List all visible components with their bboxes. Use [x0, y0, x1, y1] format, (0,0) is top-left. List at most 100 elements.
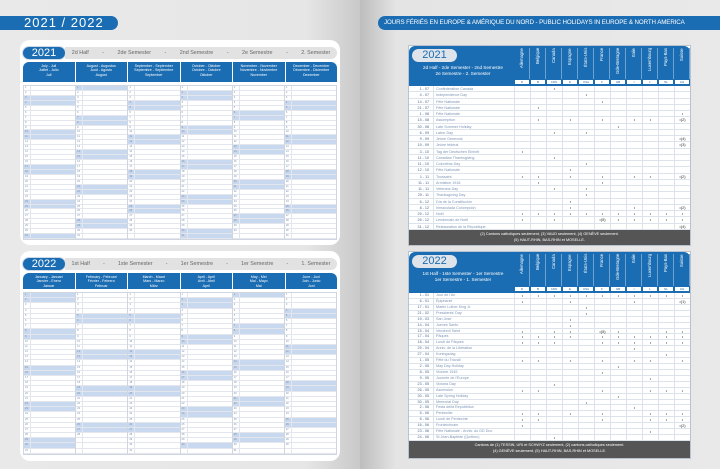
day-row[interactable]: 9	[128, 125, 180, 131]
day-row[interactable]: 17	[128, 376, 180, 382]
day-row[interactable]: 27	[232, 214, 284, 220]
day-row[interactable]: 13	[284, 145, 337, 151]
day-row[interactable]: 1	[76, 293, 128, 299]
day-row[interactable]: 28	[24, 219, 76, 225]
day-row[interactable]: 14	[24, 360, 76, 366]
day-row[interactable]: 19	[24, 174, 76, 180]
day-row[interactable]	[284, 448, 337, 454]
day-row[interactable]: 23	[128, 407, 180, 413]
day-row[interactable]: 23	[24, 194, 76, 200]
day-row[interactable]: 26	[128, 209, 180, 215]
day-row[interactable]: 23	[232, 194, 284, 200]
day-row[interactable]: 25	[128, 417, 180, 423]
day-row[interactable]: 28	[24, 433, 76, 439]
day-row[interactable]: 7	[76, 324, 128, 330]
day-row[interactable]: 16	[284, 370, 337, 376]
day-row[interactable]: 27	[24, 427, 76, 434]
day-row[interactable]: 21	[24, 184, 76, 190]
day-row[interactable]: 27	[24, 214, 76, 220]
day-row[interactable]: 25	[24, 417, 76, 423]
day-row[interactable]: 3	[128, 303, 180, 309]
day-row[interactable]: 19	[128, 386, 180, 392]
day-row[interactable]: 9	[180, 334, 232, 340]
day-row[interactable]: 1	[24, 86, 76, 91]
day-row[interactable]	[180, 448, 232, 454]
day-row[interactable]: 13	[128, 145, 180, 151]
day-row[interactable]: 17	[24, 376, 76, 382]
day-row[interactable]: 19	[76, 386, 128, 392]
day-row[interactable]: 8	[24, 329, 76, 335]
day-row[interactable]	[76, 443, 128, 449]
day-row[interactable]: 10	[232, 339, 284, 345]
day-row[interactable]: 10	[24, 339, 76, 345]
day-row[interactable]	[232, 234, 284, 240]
day-row[interactable]: 6	[180, 110, 232, 116]
day-row[interactable]: 12	[128, 140, 180, 146]
day-row[interactable]: 15	[180, 365, 232, 371]
day-row[interactable]: 16	[128, 370, 180, 376]
day-row[interactable]: 4	[128, 308, 180, 314]
day-row[interactable]: 12	[232, 140, 284, 146]
day-row[interactable]	[76, 448, 128, 454]
day-row[interactable]: 11	[24, 135, 76, 141]
day-row[interactable]: 18	[128, 169, 180, 175]
day-row[interactable]: 7	[284, 324, 337, 330]
day-row[interactable]: 17	[76, 165, 128, 170]
day-row[interactable]: 16	[76, 370, 128, 376]
day-row[interactable]: 26	[24, 209, 76, 215]
day-row[interactable]: 25	[24, 204, 76, 210]
day-row[interactable]: 19	[76, 174, 128, 180]
day-row[interactable]: 8	[24, 120, 76, 126]
day-row[interactable]: 22	[232, 189, 284, 195]
day-row[interactable]: 29	[180, 224, 232, 230]
day-row[interactable]: 26	[180, 209, 232, 215]
day-row[interactable]: 9	[128, 334, 180, 340]
day-row[interactable]: 9	[76, 334, 128, 340]
day-row[interactable]: 13	[232, 145, 284, 151]
day-row[interactable]: 28	[128, 433, 180, 439]
day-row[interactable]: 24	[24, 199, 76, 205]
day-row[interactable]: 12	[24, 350, 76, 356]
day-row[interactable]: 16	[180, 160, 232, 165]
day-row[interactable]: 29	[284, 438, 337, 444]
day-row[interactable]: 13	[24, 355, 76, 361]
day-row[interactable]: 4	[24, 308, 76, 314]
day-row[interactable]: 30	[128, 229, 180, 235]
day-row[interactable]: 6	[284, 318, 337, 325]
day-row[interactable]: 25	[128, 204, 180, 210]
day-row[interactable]	[128, 234, 180, 240]
day-row[interactable]: 26	[232, 422, 284, 428]
day-row[interactable]: 1	[76, 86, 128, 91]
day-row[interactable]: 15	[24, 155, 76, 161]
day-row[interactable]: 25	[76, 204, 128, 210]
day-row[interactable]: 27	[180, 427, 232, 434]
day-row[interactable]: 7	[232, 115, 284, 121]
day-row[interactable]: 3	[24, 303, 76, 309]
day-row[interactable]: 18	[128, 381, 180, 387]
day-row[interactable]: 10	[284, 339, 337, 345]
day-row[interactable]: 7	[180, 324, 232, 330]
day-row[interactable]: 4	[128, 100, 180, 106]
day-row[interactable]: 13	[128, 355, 180, 361]
day-row[interactable]: 5	[232, 105, 284, 111]
day-row[interactable]: 13	[76, 355, 128, 361]
day-row[interactable]: 26	[232, 209, 284, 215]
day-row[interactable]: 14	[284, 150, 337, 156]
day-row[interactable]: 13	[232, 355, 284, 361]
day-row[interactable]: 19	[284, 174, 337, 180]
day-row[interactable]: 20	[24, 179, 76, 185]
day-row[interactable]: 18	[24, 169, 76, 175]
day-row[interactable]: 20	[232, 391, 284, 397]
day-row[interactable]: 27	[128, 427, 180, 434]
day-row[interactable]: 8	[284, 120, 337, 126]
day-row[interactable]: 19	[24, 386, 76, 392]
day-row[interactable]: 26	[284, 422, 337, 428]
day-row[interactable]: 8	[284, 329, 337, 335]
day-row[interactable]: 15	[128, 155, 180, 161]
day-row[interactable]: 1	[180, 86, 232, 91]
day-row[interactable]: 14	[232, 360, 284, 366]
day-row[interactable]: 19	[232, 174, 284, 180]
day-row[interactable]: 20	[180, 391, 232, 397]
day-row[interactable]: 30	[128, 443, 180, 449]
day-row[interactable]: 19	[180, 174, 232, 180]
